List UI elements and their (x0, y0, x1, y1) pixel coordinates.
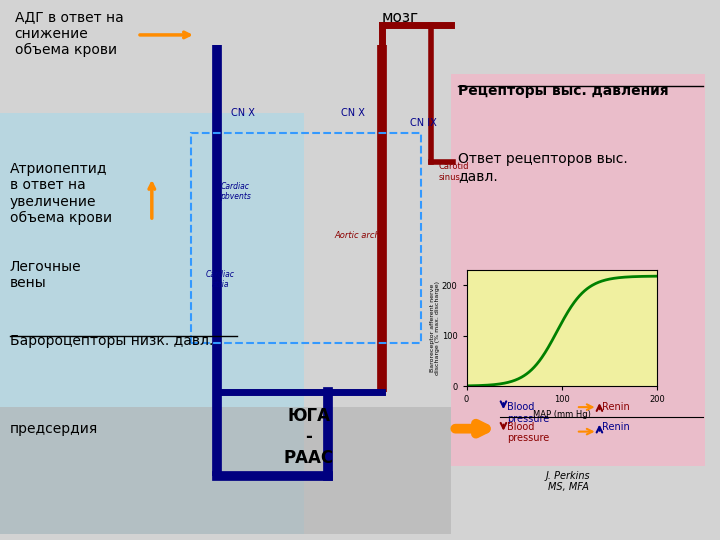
Text: АДГ в ответ на
снижение
объема крови: АДГ в ответ на снижение объема крови (14, 10, 123, 57)
Text: Рецепторы выс. давления: Рецепторы выс. давления (459, 84, 669, 98)
Y-axis label: Baroreceptor afferent nerve
discharge (% max. discharge): Baroreceptor afferent nerve discharge (%… (430, 281, 441, 375)
Text: Cardiac
atria: Cardiac atria (206, 270, 235, 289)
Text: CN X: CN X (231, 109, 255, 118)
Text: Cardiac
pbvents: Cardiac pbvents (220, 182, 251, 201)
Text: Renin: Renin (603, 422, 630, 432)
Text: CN IX: CN IX (410, 118, 436, 128)
Text: Aortic arch: Aortic arch (335, 231, 380, 240)
Text: J. Perkins
MS, MFA: J. Perkins MS, MFA (546, 471, 590, 492)
Bar (0, 113, 304, 535)
Text: мозг: мозг (382, 10, 419, 25)
Text: Blood
pressure: Blood pressure (508, 402, 549, 424)
Text: Атриопептид
в ответ на
увеличение
объема крови: Атриопептид в ответ на увеличение объема… (10, 162, 112, 225)
Bar (0, 407, 451, 535)
Bar (451, 74, 705, 466)
Text: CN X: CN X (341, 109, 364, 118)
Text: Blood
pressure: Blood pressure (508, 422, 549, 443)
X-axis label: MAP (mm Hg): MAP (mm Hg) (533, 410, 591, 418)
Text: Легочные
вены: Легочные вены (10, 260, 81, 291)
Text: Renin: Renin (603, 402, 630, 412)
Text: Ответ рецепторов выс.
давл.: Ответ рецепторов выс. давл. (459, 152, 628, 183)
Text: ЮГА
-
РААС: ЮГА - РААС (284, 407, 333, 467)
Text: предсердия: предсердия (10, 422, 98, 436)
Text: Carotid
sinus: Carotid sinus (438, 162, 469, 181)
Text: Баророцепторы низк. давл.: Баророцепторы низк. давл. (10, 334, 213, 348)
